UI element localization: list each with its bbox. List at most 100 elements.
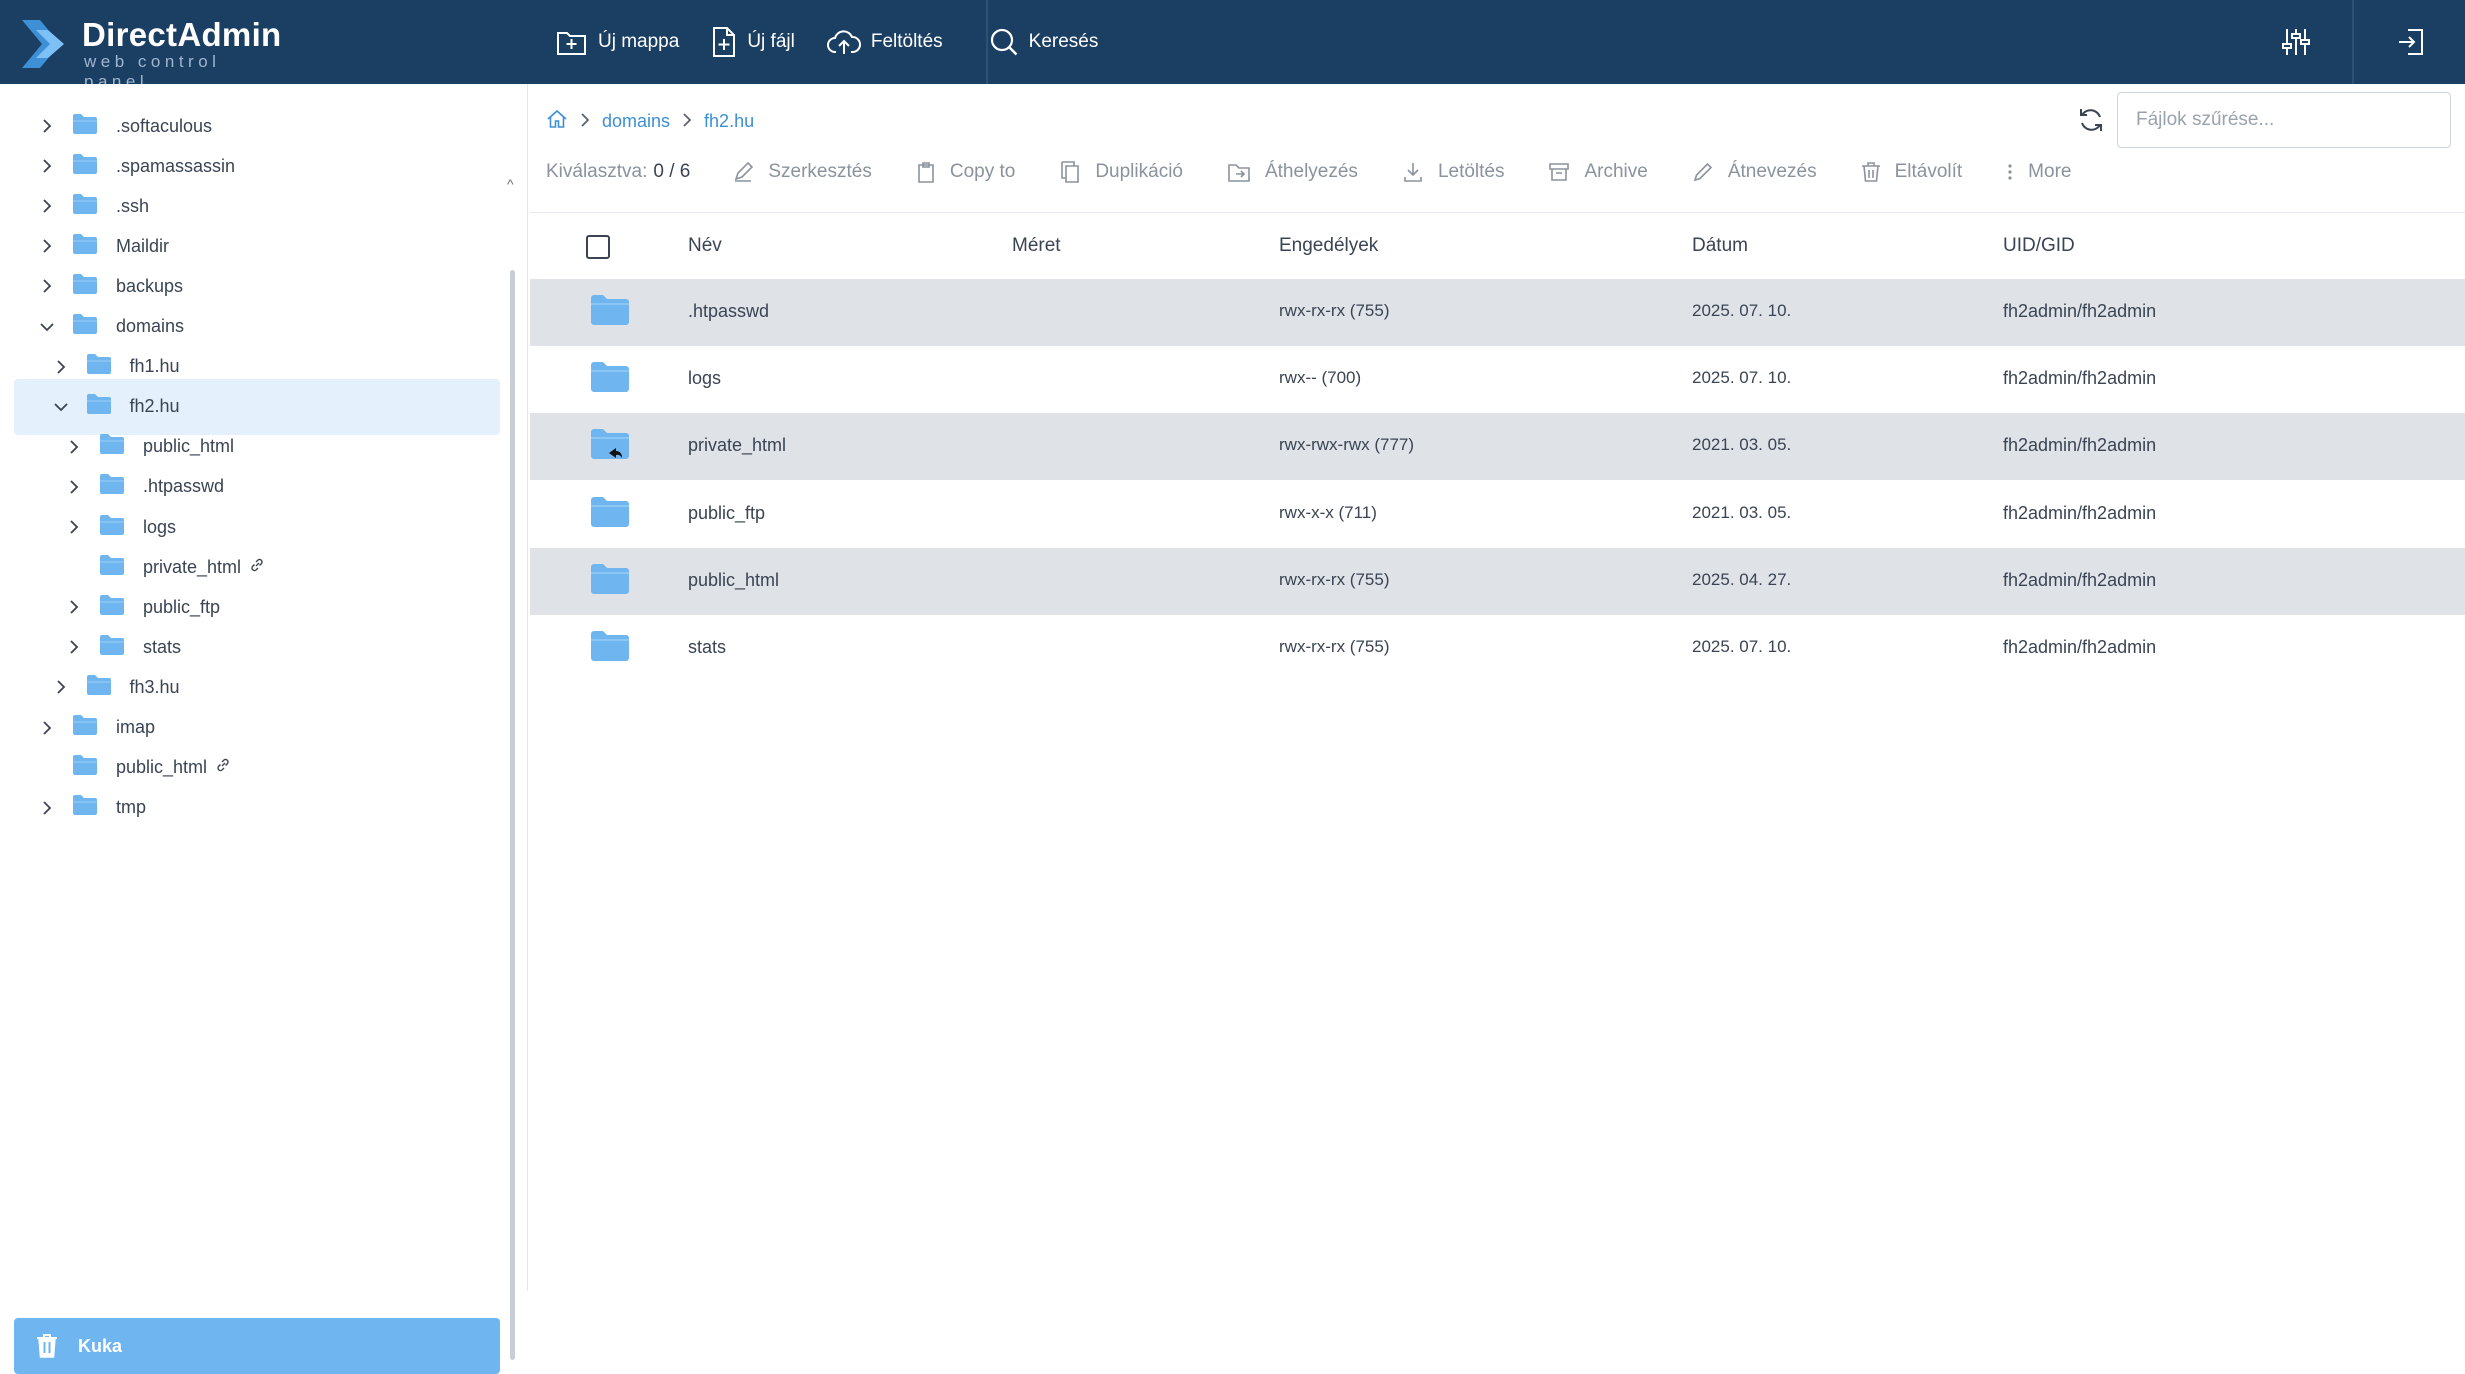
more-button[interactable]: More [2006, 161, 2071, 183]
chevron-right-icon[interactable] [63, 596, 85, 618]
delete-button[interactable]: Eltávolít [1861, 161, 1962, 183]
rename-button[interactable]: Átnevezés [1692, 161, 1817, 183]
download-button[interactable]: Letöltés [1402, 161, 1505, 183]
sidebar-item-logs[interactable]: logs [14, 499, 500, 555]
sidebar-item-imap[interactable]: imap [14, 700, 500, 756]
settings-sliders-button[interactable] [2261, 0, 2331, 84]
chevron-right-icon[interactable] [63, 436, 85, 458]
download-label: Letöltés [1437, 161, 1505, 182]
sidebar-item-softaculous[interactable]: .softaculous [14, 98, 500, 154]
sidebar-item-stats[interactable]: stats [14, 619, 500, 675]
directadmin-logo[interactable]: DirectAdmin web control panel [20, 14, 290, 91]
sidebar-item-tmp[interactable]: tmp [14, 780, 500, 836]
search-button[interactable]: Keresés [973, 0, 1115, 84]
chevron-right-icon[interactable] [63, 516, 85, 538]
archive-icon [1549, 163, 1570, 181]
copy-to-button[interactable]: Copy to [916, 160, 1015, 184]
edit-button[interactable]: Szerkesztés [732, 161, 872, 183]
file-name[interactable]: .htpasswd [688, 301, 770, 321]
chevron-right-icon[interactable] [36, 717, 58, 739]
trash-button[interactable]: Kuka [14, 1318, 500, 1374]
new-file-button[interactable]: Új fájl [695, 0, 811, 84]
chevron-right-icon[interactable] [36, 195, 58, 217]
file-owner: fh2admin/fh2admin [2003, 368, 2157, 389]
sidebar-scrollbar[interactable] [510, 270, 515, 1360]
folder-icon [86, 393, 112, 420]
breadcrumb-domains[interactable]: domains [602, 110, 671, 131]
sidebar-item-fh1-hu[interactable]: fh1.hu [14, 339, 500, 395]
duplicate-label: Duplikáció [1095, 161, 1183, 182]
table-row[interactable]: stats rwx-rx-rx (755) 2025. 07. 10. fh2admi… [530, 615, 2465, 682]
logout-button[interactable] [2376, 0, 2446, 84]
file-filter-input[interactable] [2117, 92, 2451, 148]
sidebar-item-public-html[interactable]: public_html [14, 419, 500, 475]
column-size[interactable]: Méret [1012, 235, 1061, 256]
file-name[interactable]: public_html [688, 569, 780, 590]
cloud-upload-icon [826, 30, 861, 54]
file-name[interactable]: logs [688, 368, 722, 389]
breadcrumb-fh2[interactable]: fh2.hu [704, 110, 755, 131]
sidebar-item-private-html[interactable]: private_html [14, 539, 500, 595]
file-name[interactable]: public_ftp [688, 502, 766, 523]
file-permissions[interactable]: rwx-- (700) [1279, 368, 1362, 388]
move-label: Áthelyezés [1264, 161, 1358, 182]
file-name[interactable]: stats [688, 637, 727, 657]
sidebar-item-fh2-hu[interactable]: fh2.hu [14, 378, 500, 435]
file-date: 2025. 04. 27. [1692, 569, 1792, 589]
chevron-right-icon[interactable] [50, 356, 72, 378]
file-permissions[interactable]: rwx-rx-rx (755) [1279, 569, 1390, 589]
sidebar-item-htpasswd[interactable]: .htpasswd [14, 459, 500, 515]
upload-label: Feltöltés [870, 31, 943, 52]
sidebar-item-public-ftp[interactable]: public_ftp [14, 579, 500, 635]
file-name[interactable]: private_html [688, 435, 787, 456]
column-name[interactable]: Név [688, 235, 722, 256]
column-permissions[interactable]: Engedélyek [1279, 235, 1379, 256]
sidebar-item-domains[interactable]: domains [14, 299, 500, 355]
duplicate-button[interactable]: Duplikáció [1059, 160, 1183, 184]
chevron-right-icon[interactable] [36, 115, 58, 137]
column-uid-gid[interactable]: UID/GID [2003, 235, 2075, 256]
upload-button[interactable]: Feltöltés [811, 0, 959, 84]
chevron-right-icon[interactable] [50, 676, 72, 698]
sidebar-item-maildir[interactable]: Maildir [14, 218, 500, 274]
sidebar-item-fh3-hu[interactable]: fh3.hu [14, 659, 500, 715]
sidebar-item-label: tmp [116, 797, 147, 818]
spacer [63, 556, 85, 578]
table-row[interactable]: .htpasswd rwx-rx-rx (755) 2025. 07. 10. fh2… [530, 279, 2465, 346]
chevron-right-icon[interactable] [63, 636, 85, 658]
sidebar-item-public-html[interactable]: public_html [14, 740, 500, 796]
table-row[interactable]: logs rwx-- (700) 2025. 07. 10. fh2admin/fh2… [530, 346, 2465, 413]
table-row[interactable]: public_ftp rwx-x-x (711) 2021. 03. 05. fh2a… [530, 481, 2465, 548]
new-folder-button[interactable]: Új mappa [540, 0, 695, 84]
sidebar-item-spamassassin[interactable]: .spamassassin [14, 138, 500, 194]
folder-icon [72, 794, 98, 821]
sidebar-item-ssh[interactable]: .ssh [14, 178, 500, 234]
file-permissions[interactable]: rwx-x-x (711) [1279, 502, 1377, 522]
chevron-right-icon[interactable] [36, 155, 58, 177]
more-label: More [2028, 161, 2072, 182]
sidebar-item-backups[interactable]: backups [14, 258, 500, 314]
chevron-right-icon[interactable] [36, 235, 58, 257]
chevron-down-icon[interactable] [36, 316, 58, 338]
file-permissions[interactable]: rwx-rx-rx (755) [1279, 301, 1390, 320]
file-date: 2021. 03. 05. [1692, 435, 1792, 455]
home-icon[interactable] [546, 108, 568, 135]
file-permissions[interactable]: rwx-rwx-rwx (777) [1279, 435, 1415, 455]
chevron-right-icon[interactable] [63, 476, 85, 498]
table-row[interactable]: private_html rwx-rwx-rwx (777) 2021. 03. 0… [530, 413, 2465, 481]
chevron-right-icon[interactable] [36, 275, 58, 297]
table-row[interactable]: public_html rwx-rx-rx (755) 2025. 04. 27. f… [530, 547, 2465, 615]
archive-button[interactable]: Archive [1548, 161, 1648, 183]
chevron-right-icon[interactable] [36, 797, 58, 819]
refresh-button[interactable] [2073, 102, 2109, 138]
file-permissions[interactable]: rwx-rx-rx (755) [1279, 637, 1390, 656]
chevron-down-icon[interactable] [50, 396, 72, 418]
column-date[interactable]: Dátum [1692, 235, 1748, 256]
sidebar-item-label: fh1.hu [129, 356, 180, 377]
file-browser-main: domains fh2.hu Kiválasztva:0 / 6 Szerkes… [530, 84, 2465, 1291]
folder-icon [590, 361, 630, 398]
move-button[interactable]: Áthelyezés [1227, 161, 1358, 183]
scroll-up-arrow-icon[interactable]: ^ [507, 176, 514, 192]
sidebar-item-label: public_ftp [143, 596, 221, 617]
select-all-checkbox[interactable] [586, 235, 610, 259]
